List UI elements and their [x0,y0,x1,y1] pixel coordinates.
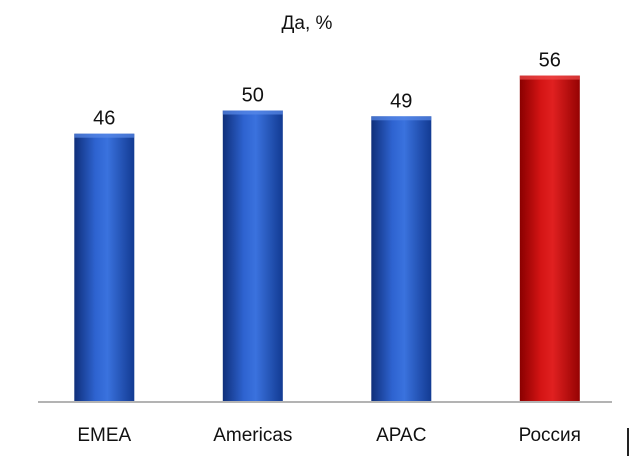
bar-cap-2 [371,116,432,121]
bar-2 [371,116,432,402]
chart-title: Да, % [282,13,333,34]
bars-layer: 46 EMEA 50 Americas 49 APAC 56 Россия [74,50,581,446]
bar-3 [519,75,580,401]
text-cursor-mark [627,428,629,456]
bar-cap-1 [222,110,283,115]
category-label-2: APAC [376,425,426,446]
value-label-0: 46 [93,108,115,130]
category-label-1: Americas [213,425,292,446]
value-label-2: 49 [390,90,412,112]
bar-cap-3 [519,75,580,80]
bar-1 [222,110,283,401]
category-label-3: Россия [519,425,581,446]
bar-cap-0 [74,133,135,138]
bar-0 [74,133,135,401]
value-label-1: 50 [242,85,264,107]
value-label-3: 56 [539,50,561,72]
category-label-0: EMEA [77,425,131,446]
